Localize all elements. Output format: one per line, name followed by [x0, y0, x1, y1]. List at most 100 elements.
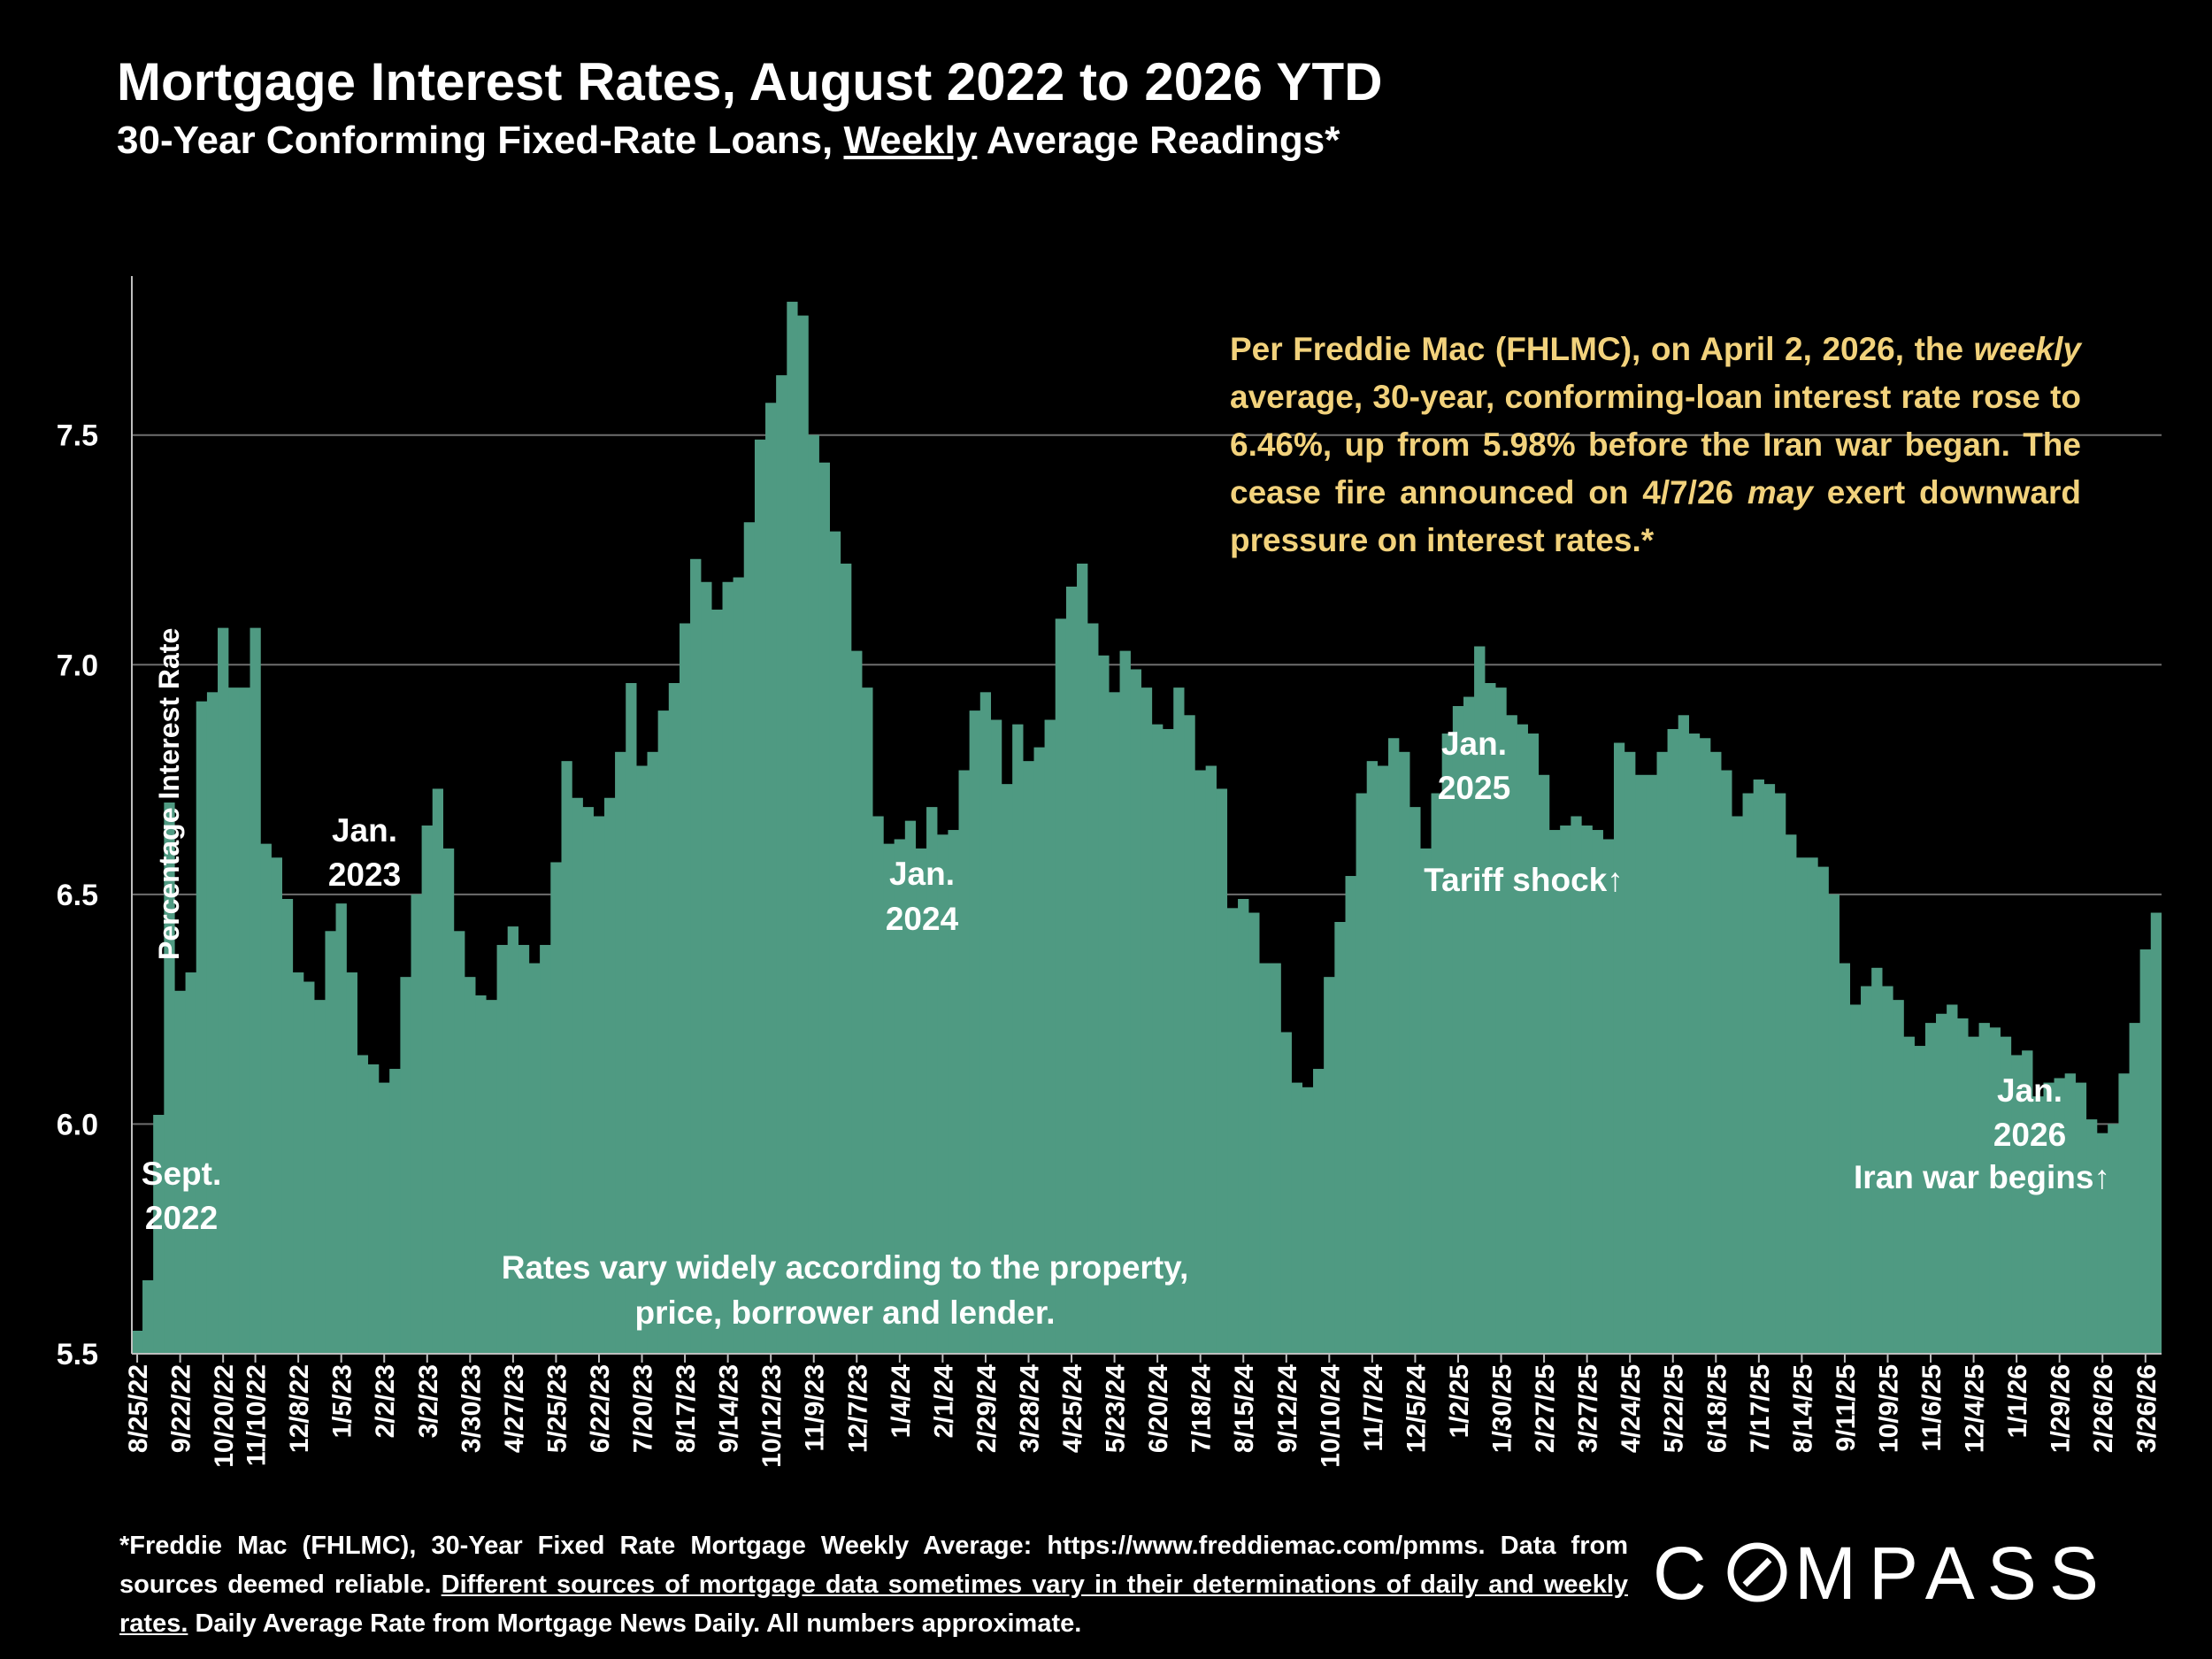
bar — [421, 825, 433, 1354]
bar — [1452, 706, 1464, 1354]
annotation-jan2023-line2: 2023 — [328, 856, 401, 893]
bar — [1345, 876, 1356, 1354]
bar — [1109, 692, 1120, 1354]
bar — [1356, 793, 1367, 1354]
freddie-mac-note: Per Freddie Mac (FHLMC), on April 2, 202… — [1230, 326, 2081, 565]
x-tick-label: 4/27/23 — [500, 1364, 529, 1453]
bar — [271, 857, 282, 1354]
bar — [465, 977, 476, 1354]
bar — [185, 972, 196, 1354]
bar — [1023, 761, 1034, 1354]
bar — [325, 931, 336, 1354]
note-part1: Per Freddie Mac (FHLMC), on April 2, 202… — [1230, 331, 1974, 367]
x-tick-label: 12/8/22 — [285, 1364, 314, 1453]
bar — [218, 627, 229, 1354]
bar — [722, 581, 733, 1354]
bar — [969, 710, 980, 1354]
bar — [2022, 1050, 2033, 1354]
bar — [657, 710, 669, 1354]
bar — [1259, 963, 1271, 1354]
bar — [690, 558, 702, 1354]
bar — [1742, 793, 1754, 1354]
bar — [2129, 1023, 2140, 1354]
x-tick-label: 4/25/24 — [1058, 1364, 1087, 1453]
bar — [260, 843, 272, 1354]
bar — [733, 577, 744, 1354]
bar — [636, 765, 648, 1354]
bar — [743, 522, 755, 1354]
bar — [1656, 751, 1668, 1354]
bar — [1098, 655, 1110, 1354]
note-weekly: weekly — [1973, 331, 2081, 367]
bar — [818, 462, 830, 1354]
bars — [132, 302, 2162, 1355]
bar — [1130, 669, 1141, 1354]
bar — [432, 788, 443, 1354]
bar — [486, 1000, 497, 1354]
x-tick-label: 10/12/23 — [757, 1364, 787, 1468]
logo-o-slash — [1742, 1557, 1772, 1587]
bar — [937, 834, 949, 1354]
bar — [389, 1069, 401, 1354]
bar — [2097, 1133, 2108, 1354]
bar — [2011, 1055, 2023, 1354]
bar — [1850, 1004, 1862, 1354]
bar — [250, 627, 261, 1354]
bar — [1173, 687, 1185, 1354]
bar — [808, 434, 819, 1355]
bar — [164, 803, 175, 1354]
bar — [1141, 687, 1153, 1354]
bar — [1270, 963, 1281, 1354]
bar — [701, 581, 712, 1354]
bar — [153, 1115, 165, 1354]
bar — [1549, 830, 1561, 1354]
annotation-jan2025-line1: Jan. — [1441, 726, 1507, 762]
x-tick-label: 9/22/22 — [167, 1364, 196, 1453]
bar — [142, 1279, 154, 1354]
x-tick-label: 3/2/23 — [414, 1364, 443, 1438]
x-tick-label: 12/4/25 — [1961, 1364, 1990, 1453]
bar — [1613, 742, 1625, 1354]
bar — [1989, 1027, 2001, 1354]
x-tick-label: 8/25/22 — [124, 1364, 153, 1453]
bar — [615, 751, 626, 1354]
bar — [582, 807, 594, 1354]
bar — [754, 439, 766, 1354]
bar — [894, 839, 905, 1354]
bar — [883, 843, 895, 1354]
y-tick-label: 6.5 — [57, 879, 98, 912]
bar — [1624, 751, 1636, 1354]
bar — [1087, 623, 1099, 1354]
axis-ticks — [136, 1354, 2147, 1363]
bar — [948, 830, 959, 1354]
bar — [765, 403, 777, 1354]
bar — [540, 944, 551, 1354]
bar — [2118, 1073, 2130, 1354]
bar — [1194, 770, 1206, 1354]
note-part5: exert downward pressure on interest rate… — [1230, 474, 2081, 558]
x-tick-label: 11/10/22 — [242, 1364, 272, 1466]
bar — [518, 944, 530, 1354]
bar — [1324, 977, 1335, 1354]
bar — [1688, 733, 1701, 1354]
bar — [1936, 1013, 1947, 1354]
bar — [626, 683, 637, 1354]
x-tick-label: 3/28/24 — [1016, 1364, 1045, 1453]
bar — [926, 807, 938, 1354]
bar — [1366, 761, 1378, 1354]
annotation-iran-war: Iran war begins↑ — [1854, 1159, 2110, 1195]
y-tick-label: 7.0 — [57, 649, 98, 682]
bar — [1184, 715, 1195, 1354]
x-tick-label: 9/14/23 — [715, 1364, 744, 1453]
annotation-jan2024-line2: 2024 — [886, 901, 959, 937]
x-tick-label: 5/23/24 — [1102, 1364, 1131, 1453]
annotation-jan2026-line2: 2026 — [1993, 1117, 2066, 1153]
bar — [346, 972, 357, 1354]
bar — [132, 1331, 143, 1354]
bar — [1055, 618, 1066, 1354]
x-tick-label: 6/20/24 — [1144, 1364, 1173, 1453]
bar — [1388, 738, 1400, 1354]
x-tick-label: 12/7/23 — [843, 1364, 872, 1453]
y-tick-label: 5.5 — [57, 1338, 98, 1371]
